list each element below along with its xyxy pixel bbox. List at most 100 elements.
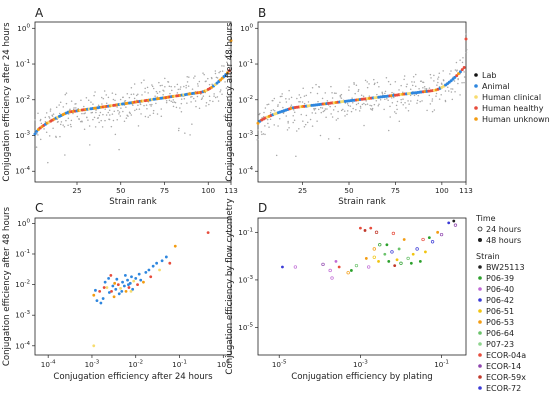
panel-c-data-point (115, 277, 119, 281)
panel-b-replicate-point (295, 155, 297, 158)
panel-b-replicate-point (279, 101, 281, 104)
panel-a-replicate-point (173, 101, 176, 103)
panel-b-strain-median (458, 70, 462, 74)
panel-b-replicate-point (256, 139, 259, 141)
panel-b-replicate-point (282, 112, 285, 114)
panel-a-replicate-point (152, 87, 155, 90)
panel-a-replicate-point (217, 100, 220, 102)
panel-b-replicate-point (454, 69, 457, 71)
panel-a-replicate-point (92, 103, 94, 105)
panel-d-data-point (395, 258, 399, 262)
panel-c-ytick-label: 10-2 (15, 280, 30, 290)
legend-strain-label: P06-53 (486, 318, 514, 327)
panel-b-replicate-point (463, 71, 465, 73)
panel-b-replicate-point (395, 104, 398, 107)
panel-a-replicate-point (109, 114, 111, 116)
panel-b-replicate-point (262, 115, 265, 118)
panel-a-replicate-point (219, 90, 221, 93)
panel-a-replicate-point (159, 84, 162, 87)
panel-b-replicate-point (335, 119, 338, 121)
legend-strain: Strain BW25113 P06-39 P06-40 P06-42 P06-51 P06… (476, 252, 526, 393)
panel-a-replicate-point (225, 87, 228, 89)
panel-d-data-point (399, 261, 403, 265)
panel-a-replicate-point (91, 111, 94, 114)
panel-b-replicate-point (277, 125, 279, 127)
panel-c-ylabel: Conjugation efficiency after 48 hours (2, 206, 12, 366)
panel-b-replicate-point (447, 90, 450, 92)
panel-b-replicate-point (364, 79, 367, 82)
panel-a-replicate-point (59, 123, 62, 126)
panel-b-replicate-point (303, 125, 306, 128)
panel-b-replicate-point (433, 109, 436, 111)
panel-a-replicate-point (152, 112, 155, 114)
panel-a-replicate-point (168, 99, 171, 102)
panel-b-replicate-point (282, 106, 284, 109)
panel-a-replicate-point (93, 116, 96, 119)
panel-d-data-point (452, 219, 456, 223)
panel-b-replicate-point (378, 103, 380, 106)
panel-c-data-point (173, 244, 177, 248)
panel-b-replicate-point (302, 87, 304, 89)
panel-b-replicate-point (408, 103, 410, 105)
panel-b: 10-4 10-3 10-2 10-1 100 25 50 75 100 113 Strain ra… (225, 21, 473, 207)
panel-b-replicate-point (381, 91, 383, 93)
panel-a-replicate-point (198, 80, 201, 83)
panel-c-xtick-label: 10-1 (172, 360, 187, 370)
panel-c-data-point (105, 286, 109, 289)
panel-c-data-point (119, 287, 122, 290)
panel-b-replicate-point (435, 92, 438, 95)
panel-a-replicate-point (230, 32, 233, 34)
panel-c-data-point (151, 264, 155, 268)
panel-b-strain-median (455, 74, 459, 78)
panel-d-data-point (424, 250, 427, 254)
legend-strain-label: P06-51 (486, 307, 514, 316)
panel-b-ytick-label: 100 (240, 23, 253, 32)
panel-b-replicate-point (355, 84, 358, 87)
panel-b-replicate-point (324, 92, 327, 94)
panel-a-replicate-point (81, 112, 83, 115)
panel-a-replicate-point (170, 85, 172, 88)
panel-a-replicate-point (179, 88, 181, 90)
panel-b-replicate-point (347, 104, 350, 107)
panel-c-xtick-label: 100 (217, 360, 230, 370)
panel-b-replicate-point (431, 100, 433, 102)
panel-a-replicate-point (193, 77, 195, 79)
panel-a-replicate-point (205, 102, 208, 104)
panel-a-replicate-point (172, 99, 175, 101)
legend-strain-swatch (478, 353, 482, 357)
panel-b-replicate-point (311, 112, 313, 114)
panel-b-replicate-point (293, 119, 296, 121)
panel-a-replicate-point (174, 101, 177, 104)
panel-b-replicate-point (454, 90, 456, 93)
panel-d-data-point (427, 236, 431, 240)
panel-a-replicate-point (160, 115, 163, 117)
panel-a-replicate-point (226, 61, 228, 64)
panel-a-replicate-point (80, 99, 82, 101)
panel-a-replicate-point (189, 134, 191, 136)
panel-a-replicate-point (95, 111, 97, 114)
panel-b-replicate-point (315, 83, 317, 86)
panel-d-data-point (354, 263, 359, 268)
panel-a-replicate-point (141, 94, 143, 96)
panel-d-ytick-label: 10-3 (238, 275, 253, 285)
panel-a-replicate-point (133, 97, 136, 100)
panel-d-data-point (369, 226, 373, 230)
panel-a-replicate-point (51, 115, 54, 117)
panel-a-replicate-point (170, 100, 172, 102)
panel-a-replicate-point (92, 118, 94, 121)
panel-a-replicate-point (124, 99, 127, 102)
panel-b-replicate-point (378, 86, 380, 88)
panel-b-replicate-point (387, 80, 390, 83)
panel-a-replicate-point (105, 94, 108, 96)
panel-b-replicate-point (457, 82, 459, 85)
panel-d-data-point (421, 237, 425, 242)
panel-c-data-point (101, 297, 105, 300)
panel-a-replicate-point (122, 96, 124, 99)
panel-a-replicate-point (202, 72, 204, 74)
panel-a-replicate-point (165, 100, 168, 102)
panel-c-data-point (111, 284, 115, 288)
panel-b-replicate-point (375, 100, 378, 102)
panel-d-data-point (383, 252, 387, 256)
panel-a-replicate-point (69, 108, 71, 110)
panel-a-replicate-point (212, 100, 214, 103)
